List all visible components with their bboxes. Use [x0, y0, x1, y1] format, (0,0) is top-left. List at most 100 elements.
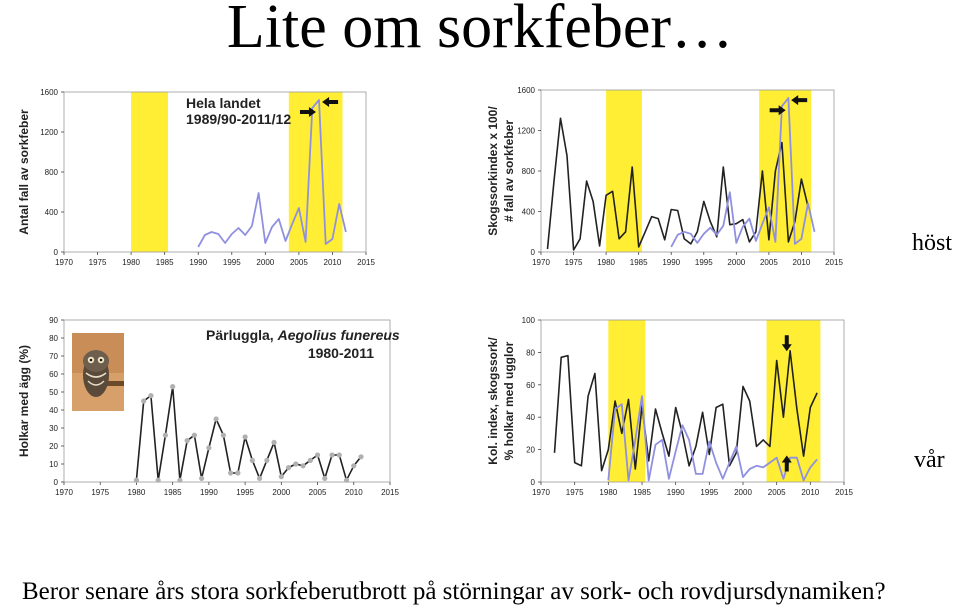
- chart2-ytick-label-1: 10: [49, 460, 58, 469]
- chart2-subtitle: 1980-2011: [308, 345, 374, 361]
- chart0-ytick-label-0: 0: [54, 248, 59, 257]
- chart-top-right: 0 400 800 1200 1600 1970 1975 1980 1985 1990 1995 2…: [486, 86, 843, 267]
- chart1-ylabel-0: Skogssorkindex x 100/: [486, 106, 500, 236]
- chart1-ytick-label-3: 1200: [517, 127, 535, 136]
- chart0-arrow-0: [299, 107, 316, 117]
- chart2-xtick-label-5: 1995: [236, 488, 254, 497]
- chart1-ytick-label-4: 1600: [517, 86, 535, 95]
- chart2-series-0-point-12: [220, 432, 226, 438]
- chart2-ytick-label-2: 20: [49, 442, 58, 451]
- chart0-highlight-band-1: [288, 92, 343, 252]
- chart2-xtick-label-3: 1985: [164, 488, 182, 497]
- chart2-series-0-point-2: [148, 393, 154, 399]
- chart2-series-0-point-3: [155, 477, 161, 483]
- chart3-ytick-label-3: 60: [526, 381, 535, 390]
- chart3-ytick-label-4: 80: [526, 348, 535, 357]
- chart2-xtick-label-1: 1975: [91, 488, 109, 497]
- chart3-arrow-0: [781, 335, 792, 352]
- label-var: vår: [914, 447, 945, 473]
- chart3-ytick-label-1: 20: [526, 446, 535, 455]
- chart2-series-0-point-20: [278, 474, 284, 480]
- footer-question: Beror senare års stora sorkfeberutbrott …: [22, 578, 886, 605]
- chart2-series-0-line: [135, 385, 362, 481]
- chart3-xtick-label-9: 2015: [835, 488, 853, 497]
- chart3-arrow-1: [781, 455, 792, 472]
- chart1-xtick-label-8: 2010: [793, 258, 811, 267]
- chart3-xtick-label-6: 2000: [734, 488, 752, 497]
- chart3-ytick-label-2: 40: [526, 413, 535, 422]
- chart0-ytick-label-2: 800: [45, 168, 59, 177]
- chart1-series-1-line: [670, 97, 816, 248]
- chart1-xtick-label-1: 1975: [565, 258, 583, 267]
- chart2-series-0-point-15: [242, 434, 248, 440]
- chart3-xtick-label-4: 1990: [667, 488, 685, 497]
- chart2-series-0-point-24: [307, 457, 313, 463]
- chart2-plot-frame: [63, 319, 391, 483]
- chart2-series-0-point-18: [264, 457, 270, 463]
- chart1-ylabel-1: # fall av sorkfeber: [502, 120, 516, 222]
- chart2-series-0-point-29: [343, 477, 350, 483]
- chart2-xtick-label-7: 2005: [309, 488, 327, 497]
- chart1-arrow-0: [769, 105, 786, 116]
- chart3-xtick-label-7: 2005: [768, 488, 786, 497]
- chart2-ytick-label-0: 0: [54, 478, 59, 487]
- chart1-series-0-line: [546, 117, 809, 251]
- chart0-series-0-line: [197, 99, 347, 248]
- chart-bottom-right: 0 20 40 60 80 100 1970 1975 1980 1985 1990 1995 2000…: [486, 316, 853, 497]
- chart3-series-0-line: [553, 349, 818, 472]
- chart1-xtick-label-4: 1990: [662, 258, 680, 267]
- chart-bottom-left: 0 10 20 30 40 50 60 70 80 90 1970 1975 1980 1985 1990 1…: [17, 316, 400, 497]
- chart1-highlight-band-0: [606, 90, 642, 252]
- chart2-xtick-label-2: 1980: [128, 488, 146, 497]
- chart0-xtick-label-6: 2000: [256, 258, 274, 267]
- chart2-title: Pärluggla, Aegolius funereus: [206, 327, 400, 343]
- chart2-series-0-point-11: [213, 416, 219, 422]
- chart2-series-0-point-21: [285, 465, 292, 471]
- chart2-ytick-label-3: 30: [49, 424, 58, 433]
- chart0-xtick-label-1: 1975: [89, 258, 107, 267]
- chart2-xtick-label-9: 2015: [381, 488, 399, 497]
- label-host: höst: [912, 230, 953, 256]
- chart2-ytick-label-9: 90: [49, 316, 58, 325]
- chart2-series-0-point-31: [358, 454, 364, 460]
- chart3-ytick-label-0: 0: [531, 478, 536, 487]
- owl-photo-image: [72, 333, 124, 411]
- chart2-series-0-point-14: [235, 470, 241, 476]
- chart0-ytick-label-4: 1600: [40, 88, 58, 97]
- chart0-xtick-label-0: 1970: [55, 258, 73, 267]
- chart1-xtick-label-2: 1980: [597, 258, 615, 267]
- chart2-series-0-point-22: [293, 461, 299, 467]
- chart1-xtick-label-7: 2005: [760, 258, 778, 267]
- chart0-xtick-label-2: 1980: [122, 258, 140, 267]
- chart3-ylabel-1: % holkar med ugglor: [502, 341, 516, 460]
- chart2-series-0-point-19: [271, 439, 277, 445]
- chart1-xtick-label-6: 2000: [727, 258, 745, 267]
- chart2-series-0-point-23: [300, 463, 306, 469]
- chart0-xtick-label-3: 1985: [156, 258, 174, 267]
- chart1-xtick-label-0: 1970: [532, 258, 550, 267]
- chart1-xtick-label-3: 1985: [630, 258, 648, 267]
- chart0-xtick-label-5: 1995: [223, 258, 241, 267]
- chart2-series-0-point-4: [162, 432, 169, 438]
- chart2-ytick-label-5: 50: [49, 388, 58, 397]
- chart2-series-0-point-27: [329, 452, 335, 458]
- chart2-series-0-point-9: [199, 475, 205, 481]
- chart3-highlight-band-1: [766, 320, 821, 482]
- chart1-arrow-1: [791, 95, 808, 106]
- chart3-xtick-label-2: 1980: [599, 488, 617, 497]
- chart0-ytick-label-1: 400: [45, 208, 59, 217]
- chart2-series-0-point-10: [206, 445, 212, 451]
- chart2-series-0-point-16: [249, 457, 255, 463]
- chart2-xtick-label-8: 2010: [345, 488, 363, 497]
- chart2-series-0-point-7: [184, 438, 190, 444]
- chart2-series-0-point-26: [322, 475, 328, 481]
- chart2-series-0-point-30: [351, 463, 357, 469]
- chart0-ylabel-0: Antal fall av sorkfeber: [17, 109, 31, 235]
- chart3-xtick-label-3: 1985: [633, 488, 651, 497]
- chart0-arrow-1: [322, 97, 339, 107]
- chart2-series-0-point-17: [257, 475, 263, 481]
- chart1-xtick-label-9: 2015: [825, 258, 843, 267]
- chart0-xtick-label-4: 1990: [189, 258, 207, 267]
- chart2-series-0-point-28: [336, 452, 342, 458]
- chart0-xtick-label-8: 2010: [324, 258, 342, 267]
